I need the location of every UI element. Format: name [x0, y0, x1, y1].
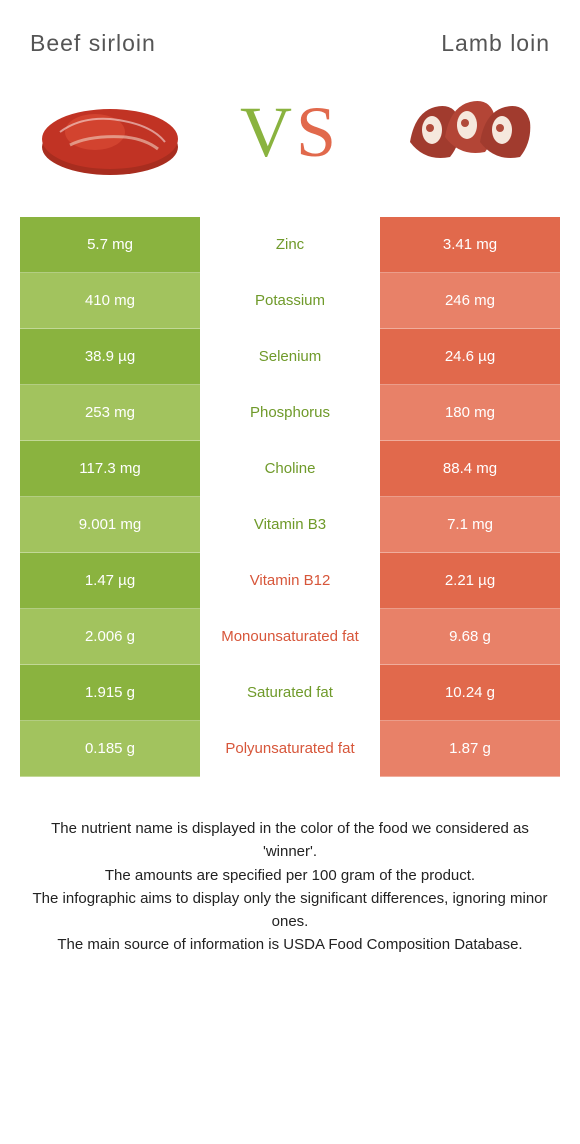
- nutrient-name: Potassium: [200, 273, 380, 329]
- vs-s: S: [296, 92, 340, 172]
- nutrient-name: Polyunsaturated fat: [200, 721, 380, 777]
- table-row: 1.47 µgVitamin B122.21 µg: [20, 553, 560, 609]
- left-value: 0.185 g: [20, 721, 200, 777]
- lamb-loin-image: [390, 77, 550, 187]
- table-row: 5.7 mgZinc3.41 mg: [20, 217, 560, 273]
- hero: VS: [0, 67, 580, 217]
- table-row: 9.001 mgVitamin B37.1 mg: [20, 497, 560, 553]
- right-value: 2.21 µg: [380, 553, 560, 609]
- left-value: 5.7 mg: [20, 217, 200, 273]
- vs-label: VS: [240, 91, 340, 174]
- left-value: 9.001 mg: [20, 497, 200, 553]
- left-value: 1.47 µg: [20, 553, 200, 609]
- header: Beef sirloin Lamb loin: [0, 0, 580, 67]
- right-value: 7.1 mg: [380, 497, 560, 553]
- left-value: 1.915 g: [20, 665, 200, 721]
- beef-sirloin-image: [30, 77, 190, 187]
- vs-v: V: [240, 92, 296, 172]
- nutrient-name: Selenium: [200, 329, 380, 385]
- left-value: 38.9 µg: [20, 329, 200, 385]
- left-value: 253 mg: [20, 385, 200, 441]
- caption-line: The main source of information is USDA F…: [30, 933, 550, 956]
- right-food-title: Lamb loin: [441, 30, 550, 57]
- right-value: 88.4 mg: [380, 441, 560, 497]
- table-row: 410 mgPotassium246 mg: [20, 273, 560, 329]
- right-value: 1.87 g: [380, 721, 560, 777]
- left-food-title: Beef sirloin: [30, 30, 156, 57]
- nutrient-name: Zinc: [200, 217, 380, 273]
- nutrient-name: Phosphorus: [200, 385, 380, 441]
- left-value: 2.006 g: [20, 609, 200, 665]
- right-value: 24.6 µg: [380, 329, 560, 385]
- nutrient-name: Choline: [200, 441, 380, 497]
- nutrient-name: Saturated fat: [200, 665, 380, 721]
- nutrient-name: Vitamin B12: [200, 553, 380, 609]
- nutrient-name: Vitamin B3: [200, 497, 380, 553]
- right-value: 246 mg: [380, 273, 560, 329]
- table-row: 0.185 gPolyunsaturated fat1.87 g: [20, 721, 560, 777]
- nutrient-name: Monounsaturated fat: [200, 609, 380, 665]
- table-row: 1.915 gSaturated fat10.24 g: [20, 665, 560, 721]
- left-value: 117.3 mg: [20, 441, 200, 497]
- caption-line: The nutrient name is displayed in the co…: [30, 817, 550, 864]
- caption-line: The infographic aims to display only the…: [30, 887, 550, 934]
- table-row: 117.3 mgCholine88.4 mg: [20, 441, 560, 497]
- table-row: 253 mgPhosphorus180 mg: [20, 385, 560, 441]
- table-row: 38.9 µgSelenium24.6 µg: [20, 329, 560, 385]
- right-value: 9.68 g: [380, 609, 560, 665]
- caption: The nutrient name is displayed in the co…: [0, 777, 580, 977]
- right-value: 3.41 mg: [380, 217, 560, 273]
- table-row: 2.006 gMonounsaturated fat9.68 g: [20, 609, 560, 665]
- nutrient-table: 5.7 mgZinc3.41 mg410 mgPotassium246 mg38…: [20, 217, 560, 777]
- right-value: 180 mg: [380, 385, 560, 441]
- right-value: 10.24 g: [380, 665, 560, 721]
- caption-line: The amounts are specified per 100 gram o…: [30, 864, 550, 887]
- left-value: 410 mg: [20, 273, 200, 329]
